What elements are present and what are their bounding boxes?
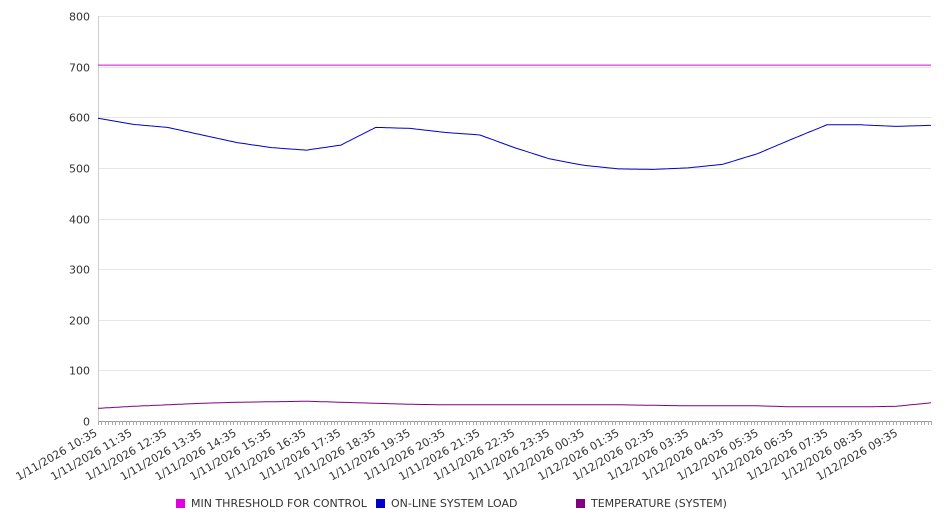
legend-item-temperature[interactable]: TEMPERATURE (SYSTEM) <box>576 497 727 510</box>
y-tick-label: 400 <box>69 214 90 227</box>
series-line-1 <box>97 117 931 170</box>
y-tick-label: 700 <box>69 62 90 75</box>
legend-swatch-system-load <box>376 499 385 508</box>
legend-item-system-load[interactable]: ON-LINE SYSTEM LOAD <box>376 497 517 510</box>
y-tick-label: 800 <box>69 11 90 24</box>
legend-label-system-load: ON-LINE SYSTEM LOAD <box>391 497 518 510</box>
legend-item-min-threshold[interactable]: MIN THRESHOLD FOR CONTROL <box>176 497 367 510</box>
legend-label-min-threshold: MIN THRESHOLD FOR CONTROL <box>191 497 367 510</box>
y-tick-label: 300 <box>69 264 90 277</box>
series-lines <box>97 64 932 409</box>
y-tick-label: 200 <box>69 315 90 328</box>
y-tick-label: 500 <box>69 163 90 176</box>
y-tick-label: 100 <box>69 365 90 378</box>
legend-label-temperature: TEMPERATURE (SYSTEM) <box>591 497 727 510</box>
legend-swatch-temperature <box>576 499 585 508</box>
y-tick-label: 600 <box>69 112 90 125</box>
series-line-2 <box>97 400 932 409</box>
legend-swatch-min-threshold <box>176 499 185 508</box>
y-tick-label: 0 <box>83 416 90 429</box>
chart-legend: MIN THRESHOLD FOR CONTROL ON-LINE SYSTEM… <box>0 497 946 515</box>
x-axis: 1/11/2026 10:351/11/2026 11:351/11/2026 … <box>14 421 932 483</box>
y-gridlines <box>98 16 931 422</box>
y-axis: 0 100 200 300 400 500 600 700 800 <box>69 11 99 429</box>
